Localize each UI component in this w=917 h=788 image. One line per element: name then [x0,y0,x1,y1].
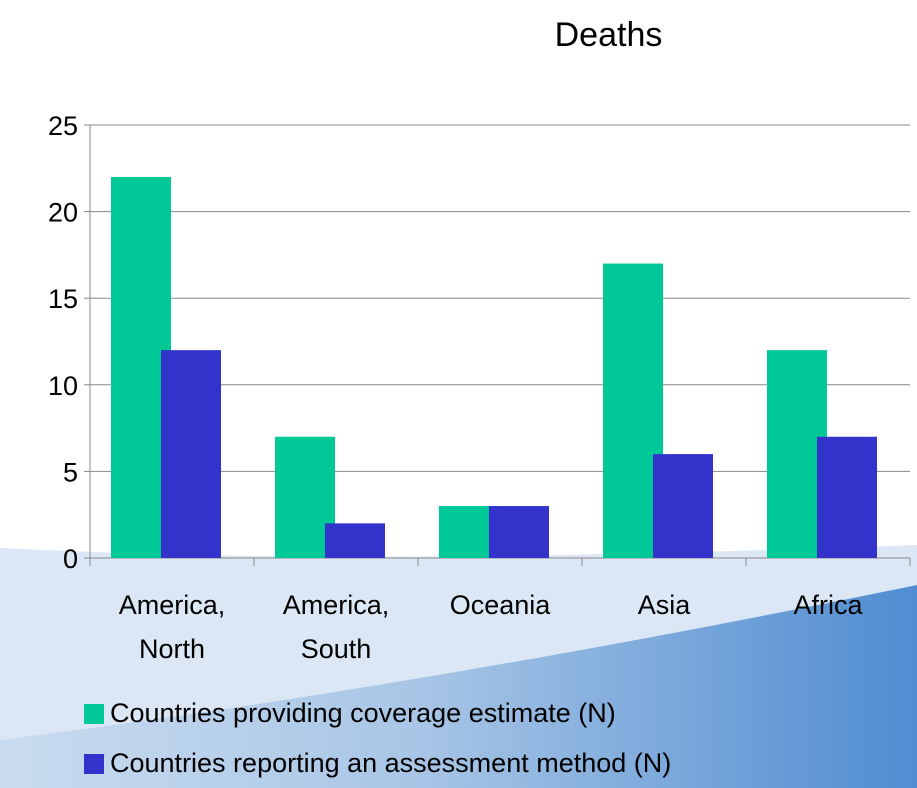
x-tick-label: America, [283,590,390,620]
legend-label-coverage: Countries providing coverage estimate (N… [110,698,616,728]
bar-assessment [489,506,549,558]
bar-assessment [325,523,385,558]
x-tick-label: Oceania [450,590,552,620]
x-tick-label: Africa [793,590,863,620]
x-tick-label: Asia [638,590,692,620]
legend-swatch-coverage [84,703,104,724]
bar-assessment [817,436,877,558]
y-tick-label: 15 [48,284,78,314]
y-tick-label: 25 [48,111,78,141]
y-tick-label: 10 [48,371,78,401]
legend-item-coverage: Countries providing coverage estimate (N… [84,698,616,729]
tick-labels: 0 5 10 15 20 25 America, North America, South Ocea… [48,111,864,664]
y-tick-label: 20 [48,198,78,228]
x-tick-label: North [139,634,205,664]
background-wave [0,585,917,788]
bar-assessment [653,454,713,558]
chart-title: Deaths [554,16,663,54]
x-tick-label: America, [119,590,226,620]
legend-item-assessment: Countries reporting an assessment method… [84,748,671,779]
legend-label-assessment: Countries reporting an assessment method… [110,748,672,778]
legend-swatch-assessment [84,753,104,774]
y-tick-label: 5 [63,457,78,487]
bar-assessment [161,350,221,558]
bars [111,176,877,558]
x-tick-label: South [301,634,372,664]
y-tick-label: 0 [63,544,78,574]
